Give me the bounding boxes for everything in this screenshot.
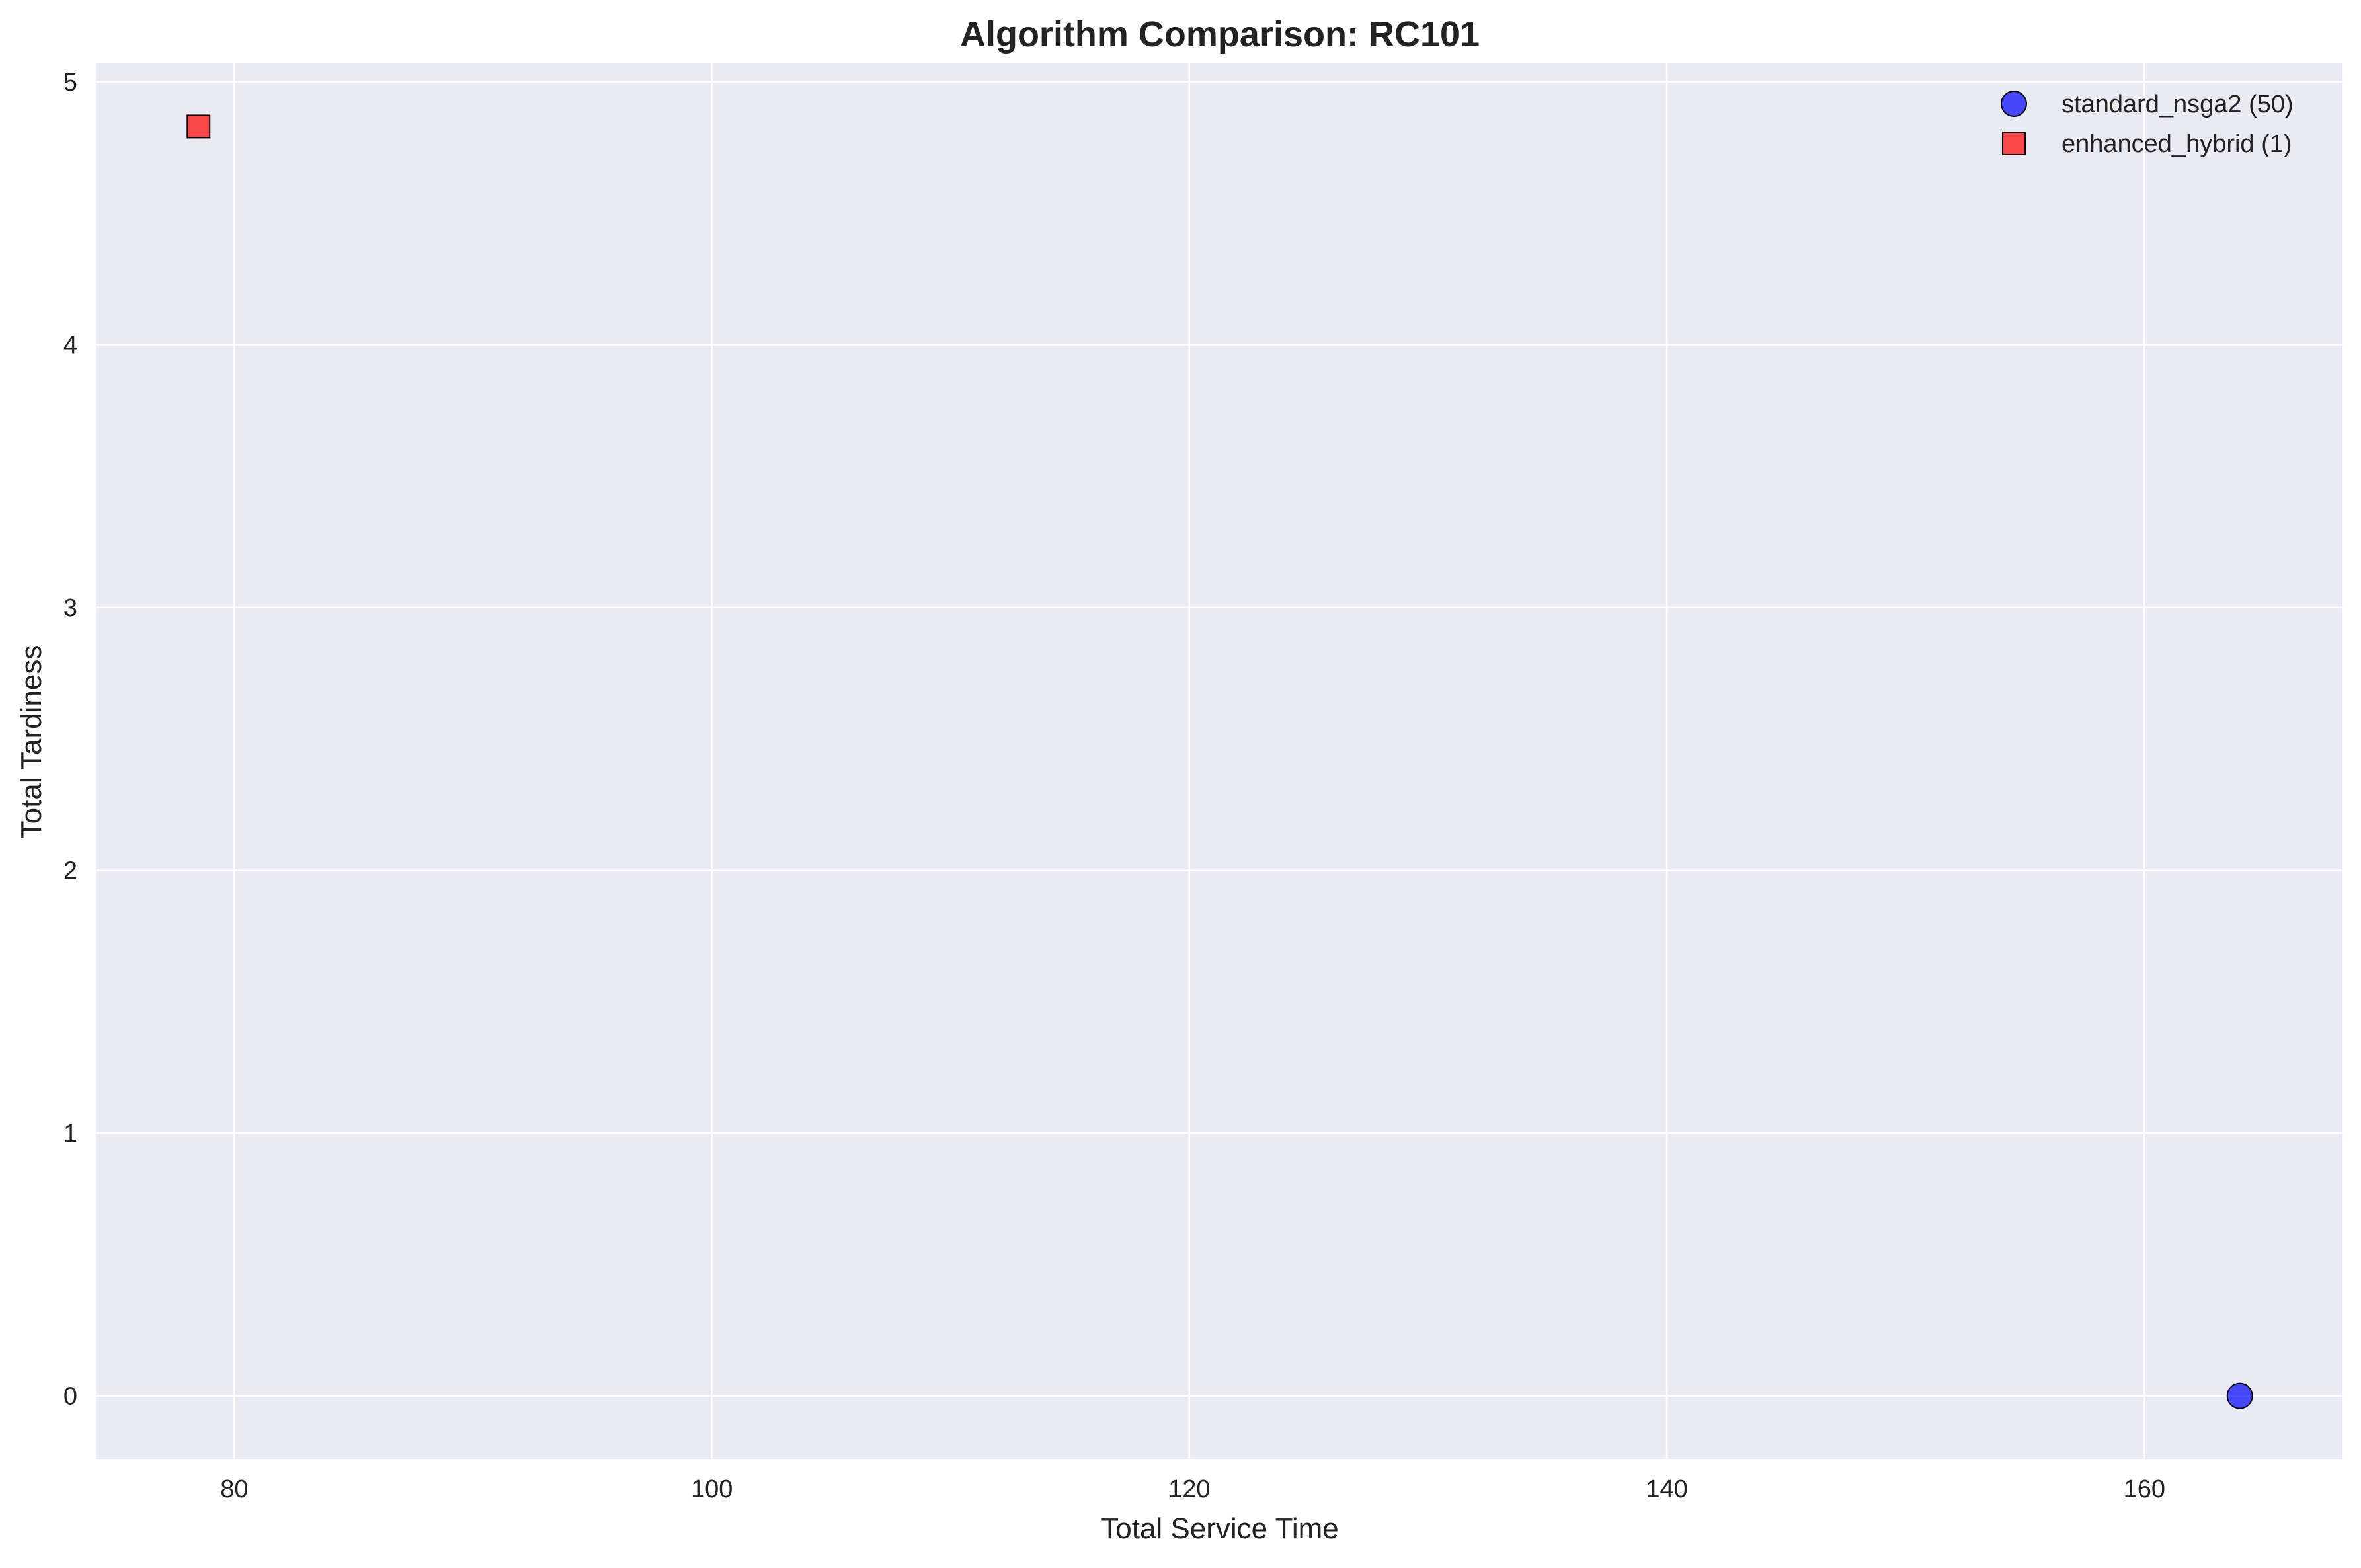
data-point-circle — [2226, 1382, 2253, 1409]
y-tick-label: 5 — [63, 69, 77, 97]
x-tick-label: 160 — [2124, 1475, 2165, 1503]
data-points — [186, 114, 2253, 1409]
legend-label: standard_nsga2 (50) — [2061, 91, 2294, 118]
legend-marker — [2001, 91, 2027, 117]
chart-title: Algorithm Comparison: RC101 — [960, 15, 1480, 54]
x-tick-label: 140 — [1646, 1475, 1687, 1503]
y-tick-label: 0 — [63, 1383, 77, 1411]
y-tick-label: 2 — [63, 857, 77, 884]
y-tick-label: 1 — [63, 1120, 77, 1148]
grid-lines — [96, 63, 2342, 1459]
tick-labels: 80 100 120 140 160 0 1 2 3 4 5 — [63, 69, 2165, 1503]
x-tick-label: 120 — [1168, 1475, 1210, 1503]
legend-marker — [2002, 132, 2026, 155]
plot-area — [96, 63, 2342, 1459]
y-tick-label: 4 — [63, 331, 77, 359]
legend-label: enhanced_hybrid (1) — [2061, 130, 2292, 158]
x-axis-label: Total Service Time — [1101, 1512, 1338, 1545]
y-tick-label: 3 — [63, 594, 77, 622]
data-point-square — [186, 114, 211, 139]
x-tick-label: 80 — [220, 1475, 248, 1503]
y-axis-label: Total Tardiness — [15, 645, 48, 839]
legend: standard_nsga2 (50) enhanced_hybrid (1) — [2001, 91, 2294, 158]
x-tick-label: 100 — [691, 1475, 733, 1503]
